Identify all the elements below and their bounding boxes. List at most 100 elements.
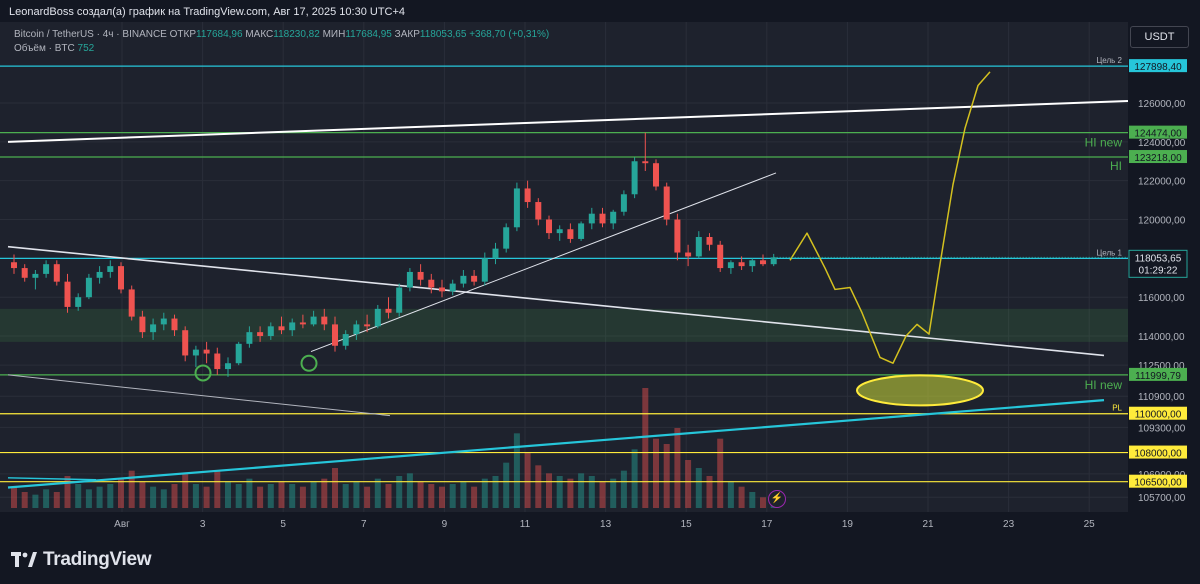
volume-bar: [374, 478, 381, 508]
volume-bar: [396, 476, 403, 508]
open-value: 117684,96: [196, 29, 243, 40]
level-price-label: 127898,40: [1134, 62, 1182, 73]
volume-bar: [32, 494, 39, 508]
candle-body: [503, 227, 510, 249]
candle-body: [760, 260, 766, 265]
high-label: МАКС: [245, 29, 274, 40]
volume-bar: [492, 476, 499, 508]
time-tick-label: 13: [600, 519, 612, 530]
time-tick-label: 7: [361, 519, 367, 530]
time-tick-label: 9: [442, 519, 448, 530]
candle-body: [396, 287, 403, 313]
volume-bar: [128, 470, 135, 508]
currency-button[interactable]: USDT: [1130, 26, 1189, 48]
volume-bar: [610, 478, 617, 508]
level-note-label: HI new: [1085, 378, 1123, 392]
volume-bar: [481, 478, 488, 508]
target-zone-ellipse: [856, 374, 984, 407]
volume-bar: [738, 486, 745, 508]
candle-body: [492, 248, 499, 259]
volume-value: 752: [77, 43, 95, 54]
price-tick-label: 120000,00: [1138, 216, 1186, 227]
candle-body: [406, 271, 413, 288]
volume-bar: [85, 489, 92, 508]
candle-body: [278, 326, 285, 331]
lightning-icon[interactable]: ⚡: [768, 490, 786, 508]
price-tick-label: 122000,00: [1138, 177, 1186, 188]
price-tick-label: 110900,00: [1138, 392, 1185, 403]
volume-bar: [53, 492, 60, 508]
low-label: МИН: [322, 29, 346, 40]
candle-body: [310, 316, 317, 325]
volume-bar: [727, 481, 734, 508]
volume-bar: [11, 486, 17, 508]
candle-body: [171, 318, 178, 331]
price-tick-label: 109300,00: [1138, 423, 1186, 434]
candle-body: [524, 188, 531, 203]
tradingview-logo-icon: [11, 552, 37, 567]
time-tick-label: 11: [520, 519, 531, 530]
close-label: ЗАКР: [394, 29, 420, 40]
volume-bar: [695, 468, 702, 508]
candle-body: [727, 262, 734, 269]
candle-body: [567, 229, 574, 239]
candle-body: [96, 271, 103, 278]
candle-body: [770, 257, 777, 265]
price-tick-label: 105700,00: [1138, 493, 1186, 504]
time-tick-label: 5: [280, 519, 286, 530]
candle-body: [685, 252, 692, 257]
chart-author-title: LeonardBoss создал(а) график на TradingV…: [9, 6, 406, 18]
symbol-name: Bitcoin / TetherUS · 4ч · BINANCE: [14, 29, 167, 40]
volume-bar: [107, 484, 114, 508]
volume-bar: [588, 476, 595, 508]
candle-body: [620, 194, 627, 212]
candle-body: [150, 324, 157, 333]
volume-bar: [364, 486, 371, 508]
candle-body: [118, 266, 124, 290]
level-price-badge: [1129, 474, 1187, 488]
volume-bar: [717, 438, 724, 508]
candle-body: [546, 219, 552, 234]
volume-bar: [21, 492, 28, 508]
candle-body: [128, 289, 135, 317]
candle-body: [449, 283, 456, 292]
close-value: 118053,65: [419, 29, 467, 40]
tradingview-logo[interactable]: TradingView: [11, 549, 152, 571]
low-marker-circle: [194, 364, 212, 382]
candle-body: [663, 186, 670, 220]
candle-body: [203, 349, 210, 354]
volume-bar: [267, 484, 274, 508]
volume-bar: [599, 481, 606, 508]
time-tick-label: 19: [842, 519, 854, 530]
volume-bar: [342, 484, 349, 508]
projected-path: [789, 71, 991, 364]
volume-bar: [203, 486, 210, 508]
candle-body: [11, 262, 17, 269]
candle-body: [214, 353, 221, 370]
title-bar: LeonardBoss создал(а) график на TradingV…: [0, 0, 1200, 22]
volume-bar: [471, 486, 478, 508]
level-price-label: 106500,00: [1134, 478, 1182, 489]
candle-body: [364, 324, 371, 327]
volume-bar: [321, 478, 328, 508]
price-tick-label: 124000,00: [1138, 138, 1186, 149]
candle-body: [417, 271, 424, 280]
volume-bar: [685, 460, 692, 508]
candle-body: [460, 275, 467, 284]
countdown-label: 01:29:22: [1139, 265, 1178, 276]
candle-body: [32, 273, 39, 278]
level-price-badge: [1129, 445, 1187, 459]
candle-body: [738, 262, 745, 267]
volume-bar: [225, 481, 231, 508]
level-price-badge: [1129, 59, 1187, 73]
price-chart[interactable]: Цель 2 HI new HI Цель 1 HI new PL 126000,00 124…: [0, 22, 1200, 538]
volume-bar: [289, 484, 296, 508]
level-price-badge: [1129, 367, 1187, 381]
cyan-support-line: [7, 399, 1105, 489]
candle-body: [321, 316, 328, 325]
volume-bar: [449, 484, 456, 508]
volume-bar: [299, 486, 306, 508]
price-tick-label: 126000,00: [1138, 99, 1186, 110]
candle-body: [332, 324, 338, 346]
chart-pane[interactable]: Цель 2 HI new HI Цель 1 HI new PL 126000,00 124…: [0, 22, 1200, 538]
